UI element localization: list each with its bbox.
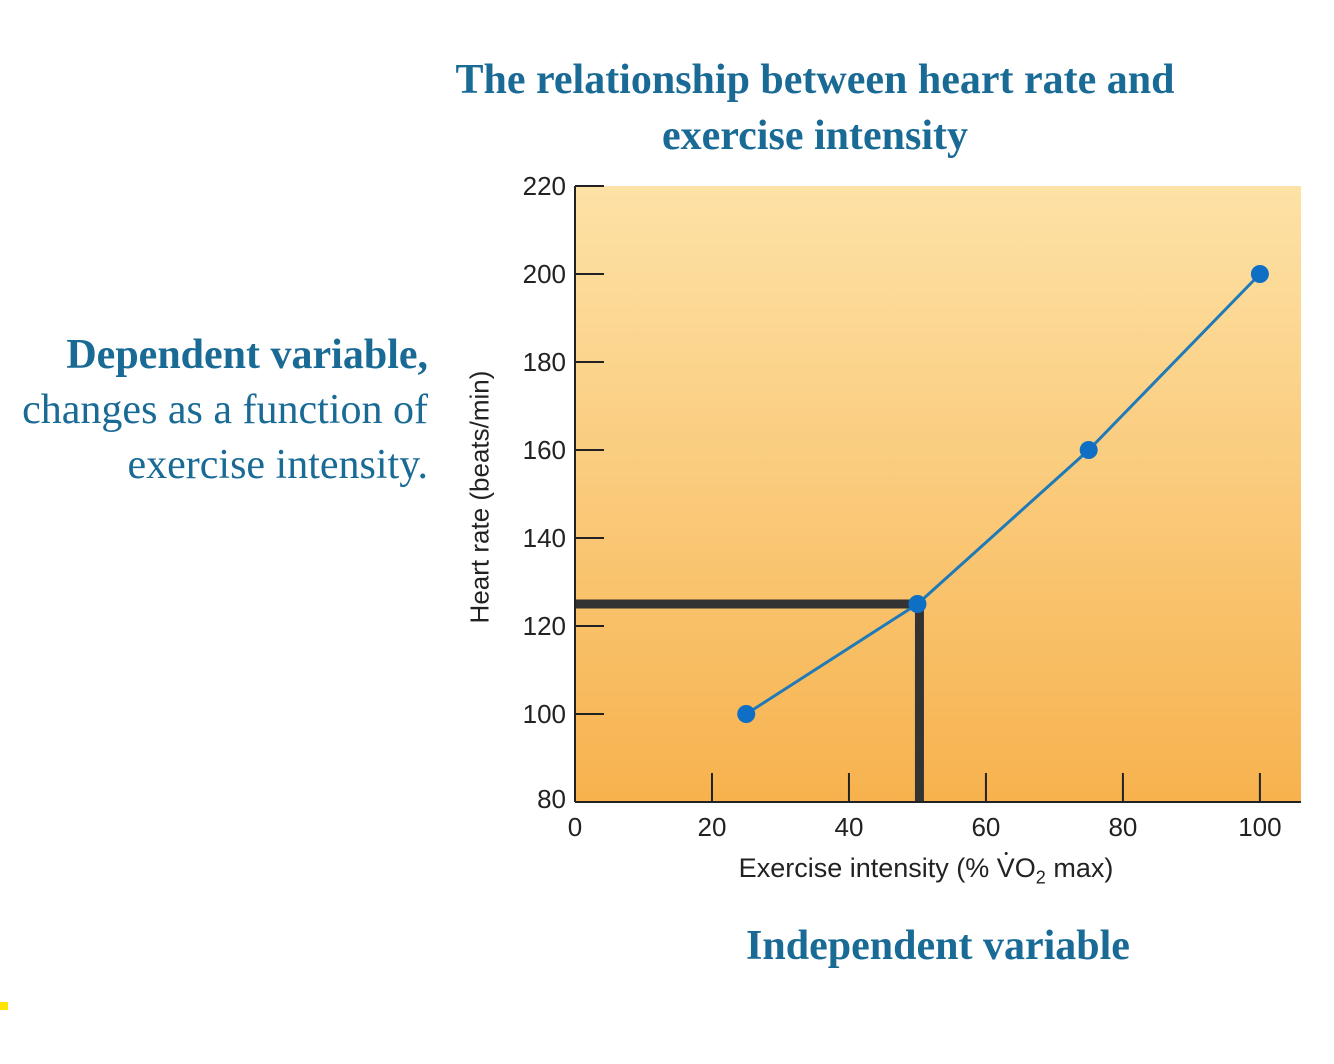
series-line-0 [745,272,1261,716]
reference-guides [575,599,924,802]
x-tick-label-20: 20 [698,812,727,842]
highlight-marker [0,1002,8,1010]
x-tick-label-80: 80 [1108,812,1137,842]
x-axis-label-prefix: Exercise intensity (% [738,853,997,883]
dependent-variable-heading: Dependent variable, [66,332,428,378]
y-tick-label-200: 200 [523,259,566,289]
y-tick-label-120: 120 [523,611,566,641]
title-line-1: The relationship between heart rate and [455,57,1175,103]
y-tick-label-160: 160 [523,435,566,465]
x-axis-label-subscript: 2 [1035,867,1046,888]
x-axis-ticks: 0 20 40 60 80 100 [568,773,1282,842]
data-point-25 [737,705,756,723]
data-point-100 [1250,265,1269,283]
data-point-75 [1079,441,1098,459]
axes [574,186,1301,803]
dependent-variable-text-1: changes as a function of [22,387,428,433]
y-tick-label-80: 80 [537,784,566,814]
x-tick-label-60: 60 [971,812,1000,842]
y-tick-label-180: 180 [523,347,566,377]
x-tick-label-0: 0 [568,812,582,842]
y-axis-label: Heart rate (beats/min) [464,370,495,624]
y-tick-label-220: 220 [523,171,566,201]
x-tick-label-40: 40 [835,812,864,842]
y-axis-ticks: 80 100 120 140 160 180 200 220 [523,171,604,814]
independent-variable-label: Independent variable [746,923,1130,969]
x-axis-label: Exercise intensity (% VO2 max) [738,852,1114,888]
y-tick-label-100: 100 [523,699,566,729]
dependent-variable-text-2: exercise intensity. [127,442,428,488]
chart-title: The relationship between heart rate and … [400,52,1230,164]
data-series [737,265,1269,723]
title-line-2: exercise intensity [662,113,968,159]
y-tick-label-140: 140 [523,523,566,553]
dependent-variable-annotation: Dependent variable, changes as a functio… [0,328,428,493]
data-point-50 [908,595,927,613]
x-axis-label-v: V [996,852,1015,883]
x-axis-label-suffix: max) [1045,853,1114,883]
plot-area [575,186,1301,802]
x-tick-label-100: 100 [1238,812,1281,842]
x-axis-label-o: O [1014,853,1036,883]
